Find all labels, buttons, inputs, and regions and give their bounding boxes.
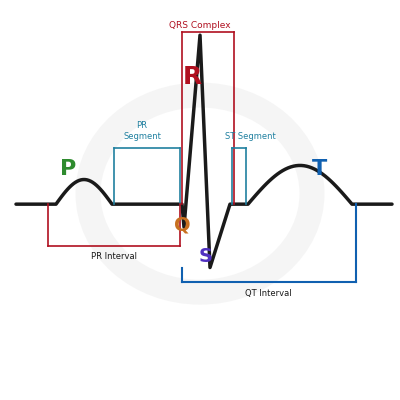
Text: QRS Complex: QRS Complex bbox=[169, 21, 231, 30]
Text: PR Interval: PR Interval bbox=[91, 252, 137, 261]
Text: P: P bbox=[60, 159, 76, 179]
Text: T: T bbox=[312, 159, 328, 179]
Text: Q: Q bbox=[174, 216, 190, 235]
Text: R: R bbox=[182, 66, 202, 90]
Text: QT Interval: QT Interval bbox=[245, 289, 291, 298]
Text: PR
Segment: PR Segment bbox=[123, 122, 161, 141]
Text: S: S bbox=[199, 248, 213, 266]
Text: NORMAL SINUS RHYTHM: NORMAL SINUS RHYTHM bbox=[56, 366, 304, 384]
Text: ST Segment: ST Segment bbox=[225, 132, 275, 141]
